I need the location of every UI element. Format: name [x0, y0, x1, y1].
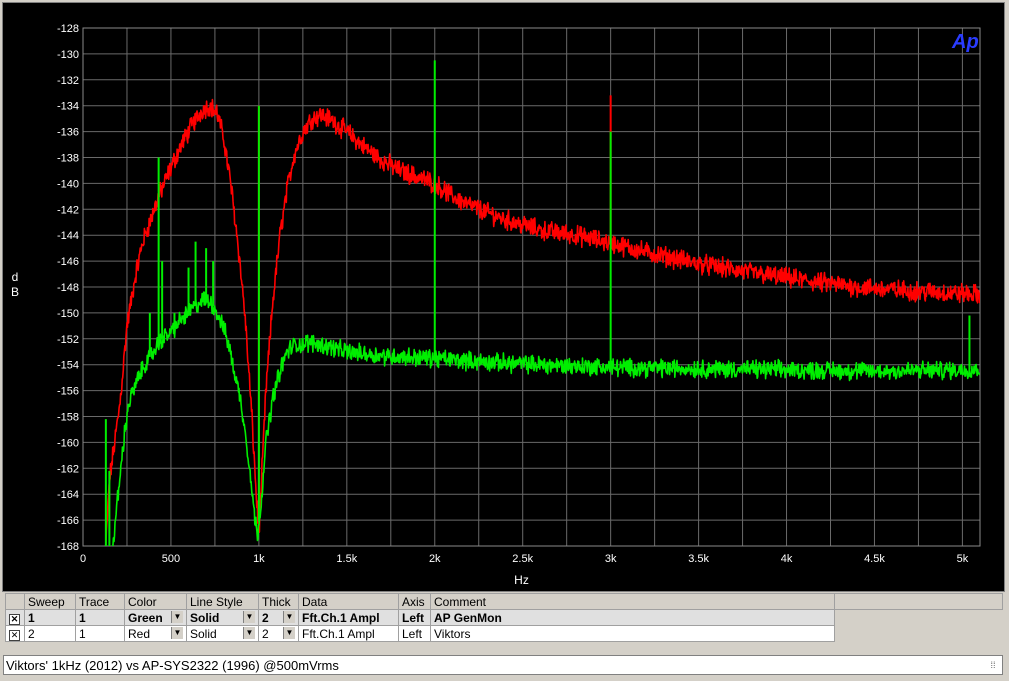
dropdown-arrow-icon[interactable]: ▼ — [283, 626, 295, 639]
graph-title-field[interactable]: Viktors' 1kHz (2012) vs AP-SYS2322 (1996… — [3, 655, 1003, 675]
y-tick-label: -168 — [57, 541, 79, 553]
dropdown-arrow-icon[interactable]: ▼ — [171, 626, 183, 639]
x-axis-label: Hz — [514, 573, 529, 587]
legend-header-color[interactable]: Color — [124, 593, 187, 610]
y-tick-label: -132 — [57, 75, 79, 87]
series-line — [112, 291, 980, 546]
legend-sweep-cell: 1 — [24, 609, 76, 626]
x-tick-label: 1.5k — [336, 553, 357, 565]
legend-header-axis[interactable]: Axis — [398, 593, 431, 610]
legend-comment-cell[interactable]: AP GenMon — [430, 609, 835, 626]
y-tick-label: -130 — [57, 49, 79, 61]
y-tick-label: -144 — [57, 230, 79, 242]
y-tick-label: -140 — [57, 178, 79, 190]
legend-color-value: Green — [128, 610, 163, 625]
plot-panel: -128 -130 -132 -134 -136 -138 -140 -142 -144 -146… — [2, 2, 1005, 592]
x-tick-label: 3k — [605, 553, 617, 565]
legend-trace-cell: 1 — [75, 609, 125, 626]
legend-sweep-cell: 2 — [24, 625, 76, 642]
dropdown-arrow-icon[interactable]: ▼ — [171, 610, 183, 623]
legend-style-value: Solid — [190, 626, 217, 641]
check-icon[interactable]: ✕ — [9, 613, 20, 625]
x-tick-label: 1k — [253, 553, 265, 565]
y-tick-label: -150 — [57, 308, 79, 320]
y-tick-label: -146 — [57, 256, 79, 268]
y-tick-label: -158 — [57, 412, 79, 424]
legend-style-value: Solid — [190, 610, 220, 625]
legend-data-cell[interactable]: Fft.Ch.1 Ampl — [298, 625, 399, 642]
y-tick-label: -128 — [57, 23, 79, 35]
y-tick-label: -152 — [57, 334, 79, 346]
y-tick-label: -134 — [57, 101, 79, 113]
y-tick-label: -160 — [57, 437, 79, 449]
y-tick-label: -162 — [57, 463, 79, 475]
legend-header-thick[interactable]: Thick — [258, 593, 299, 610]
legend-axis-cell[interactable]: Left — [398, 609, 431, 626]
legend-row[interactable]: ✕ 2 1 Red ▼ Solid ▼ 2 ▼ Fft.Ch.1 Ampl Left … — [5, 625, 1003, 642]
resize-grip-icon[interactable]: ⁞⁞ — [990, 660, 996, 670]
y-tick-label: -154 — [57, 360, 79, 372]
legend-trace-cell: 1 — [75, 625, 125, 642]
y-tick-label: -136 — [57, 127, 79, 139]
x-tick-label: 5k — [957, 553, 969, 565]
legend-color-cell[interactable]: Green ▼ — [124, 609, 187, 626]
dropdown-arrow-icon[interactable]: ▼ — [283, 610, 295, 623]
fft-chart: -128 -130 -132 -134 -136 -138 -140 -142 -144 -146… — [11, 23, 981, 587]
x-tick-label: 2k — [429, 553, 441, 565]
legend-style-cell[interactable]: Solid ▼ — [186, 609, 259, 626]
legend-header-sweep[interactable]: Sweep — [24, 593, 76, 610]
x-tick-label: 4.5k — [864, 553, 885, 565]
legend-header-filler — [834, 593, 1003, 610]
legend-data-cell[interactable]: Fft.Ch.1 Ampl — [298, 609, 399, 626]
legend-style-cell[interactable]: Solid ▼ — [186, 625, 259, 642]
x-tick-label: 2.5k — [512, 553, 533, 565]
series-line — [105, 98, 980, 546]
y-axis-label: d — [12, 270, 19, 284]
y-tick-label: -142 — [57, 204, 79, 216]
legend-color-value: Red — [128, 626, 151, 641]
legend-row[interactable]: ✕ 1 1 Green ▼ Solid ▼ 2 ▼ Fft.Ch.1 Ampl Lef… — [5, 609, 1003, 626]
legend-thick-value: 2 — [262, 610, 269, 625]
legend-axis-cell[interactable]: Left — [398, 625, 431, 642]
legend-color-cell[interactable]: Red ▼ — [124, 625, 187, 642]
legend-header-comment[interactable]: Comment — [430, 593, 835, 610]
legend-filler-cell — [834, 609, 1003, 626]
legend-header-check — [5, 593, 25, 610]
legend-header-row: Sweep Trace Color Line Style Thick Data … — [5, 593, 1003, 610]
legend-row-checkbox[interactable]: ✕ — [5, 625, 25, 642]
y-tick-label: -166 — [57, 515, 79, 527]
x-tick-label: 4k — [781, 553, 793, 565]
legend-header-line-style[interactable]: Line Style — [186, 593, 259, 610]
legend-row-checkbox[interactable]: ✕ — [5, 609, 25, 626]
y-tick-label: -164 — [57, 489, 79, 501]
legend-header-data[interactable]: Data — [298, 593, 399, 610]
legend-thick-cell[interactable]: 2 ▼ — [258, 609, 299, 626]
y-axis-label: B — [11, 285, 19, 299]
trace-legend-table: Sweep Trace Color Line Style Thick Data … — [5, 593, 1003, 642]
legend-thick-value: 2 — [262, 626, 269, 641]
x-tick-label: 3.5k — [688, 553, 709, 565]
graph-title: Viktors' 1kHz (2012) vs AP-SYS2322 (1996… — [6, 658, 339, 673]
check-icon[interactable]: ✕ — [9, 629, 20, 641]
dropdown-arrow-icon[interactable]: ▼ — [243, 610, 255, 623]
y-tick-label: -148 — [57, 282, 79, 294]
legend-thick-cell[interactable]: 2 ▼ — [258, 625, 299, 642]
legend-filler-cell — [834, 625, 1003, 642]
dropdown-arrow-icon[interactable]: ▼ — [243, 626, 255, 639]
ap-logo: Ap — [951, 31, 979, 53]
y-tick-label: -156 — [57, 386, 79, 398]
legend-comment-cell[interactable]: Viktors — [430, 625, 835, 642]
x-tick-label: 500 — [162, 553, 180, 565]
plot-frame — [82, 27, 981, 547]
legend-header-trace[interactable]: Trace — [75, 593, 125, 610]
x-tick-label: 0 — [80, 553, 86, 565]
y-tick-label: -138 — [57, 153, 79, 165]
